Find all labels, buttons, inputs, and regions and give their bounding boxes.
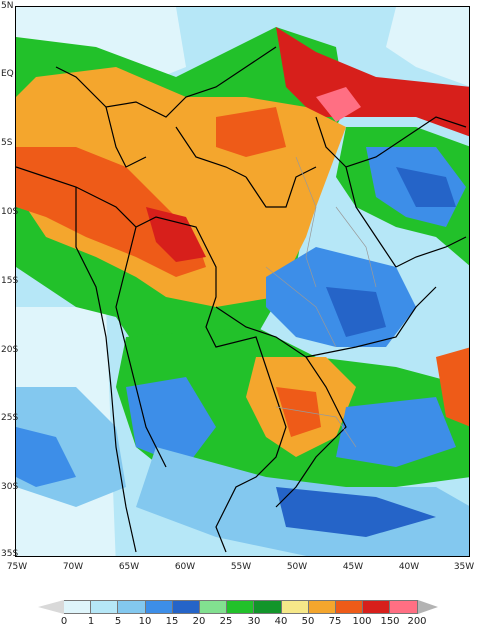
far-south-deep-blue <box>276 487 436 537</box>
legend-label: 30 <box>247 616 261 627</box>
central-red-blob <box>216 107 286 157</box>
legend-swatch <box>363 600 391 614</box>
legend-label: 40 <box>274 616 288 627</box>
lat-label: 35S <box>1 549 19 559</box>
lat-label: 5S <box>1 138 13 148</box>
southeast-blue <box>336 397 456 467</box>
legend-label: 100 <box>352 616 372 627</box>
country-borders <box>16 46 467 553</box>
legend-swatch <box>417 600 438 614</box>
legend-swatch <box>91 600 119 614</box>
legend-swatch <box>308 600 336 614</box>
lon-label: 75W <box>6 562 28 572</box>
southwest-blue <box>126 377 216 467</box>
lat-label: 30S <box>1 482 19 492</box>
legend-swatch <box>200 600 228 614</box>
legend-label: 0 <box>60 616 68 627</box>
legend-label: 150 <box>380 616 400 627</box>
lon-label: 70W <box>62 562 84 572</box>
lon-label: 60W <box>174 562 196 572</box>
legend-label: 200 <box>407 616 427 627</box>
legend-label: 15 <box>165 616 179 627</box>
lat-label: EQ <box>1 69 14 79</box>
legend-swatch <box>281 600 309 614</box>
lon-label: 65W <box>118 562 140 572</box>
legend-swatch <box>336 600 364 614</box>
northeast-deep-blue <box>396 167 456 207</box>
lon-label: 45W <box>342 562 364 572</box>
legend-label: 20 <box>192 616 206 627</box>
lon-label: 55W <box>230 562 252 572</box>
atlantic-north-pale <box>386 7 469 87</box>
map-canvas <box>16 7 469 556</box>
lon-label: 40W <box>398 562 420 572</box>
legend-label: 25 <box>219 616 233 627</box>
legend-label: 50 <box>301 616 315 627</box>
north-pink-spot <box>316 87 361 122</box>
state-borders <box>265 156 377 448</box>
lat-label: 25S <box>1 413 19 423</box>
central-deep-blue <box>326 287 386 337</box>
west-red-core <box>146 207 206 262</box>
atlantic-red-spot <box>436 347 469 427</box>
lon-label: 35W <box>453 562 475 572</box>
south-red-spot <box>276 387 321 437</box>
legend-swatch <box>254 600 282 614</box>
legend-label: 1 <box>87 616 95 627</box>
legend-swatch <box>172 600 200 614</box>
legend-label: 5 <box>114 616 122 627</box>
legend-swatch <box>390 600 418 614</box>
pacific-blue-patch <box>16 427 76 487</box>
legend-label: 10 <box>138 616 152 627</box>
legend-swatch <box>38 600 64 614</box>
legend-swatch <box>118 600 146 614</box>
north-red-band <box>276 27 469 137</box>
lat-label: 20S <box>1 345 19 355</box>
lat-label: 5N <box>1 1 14 11</box>
legend-swatch <box>64 600 92 614</box>
legend-swatch <box>227 600 255 614</box>
lon-label: 50W <box>286 562 308 572</box>
lat-label: 15S <box>1 276 19 286</box>
legend-label: 75 <box>328 616 342 627</box>
color-legend <box>38 600 448 614</box>
legend-swatch <box>145 600 173 614</box>
precipitation-map <box>15 6 470 557</box>
lat-label: 10S <box>1 207 19 217</box>
